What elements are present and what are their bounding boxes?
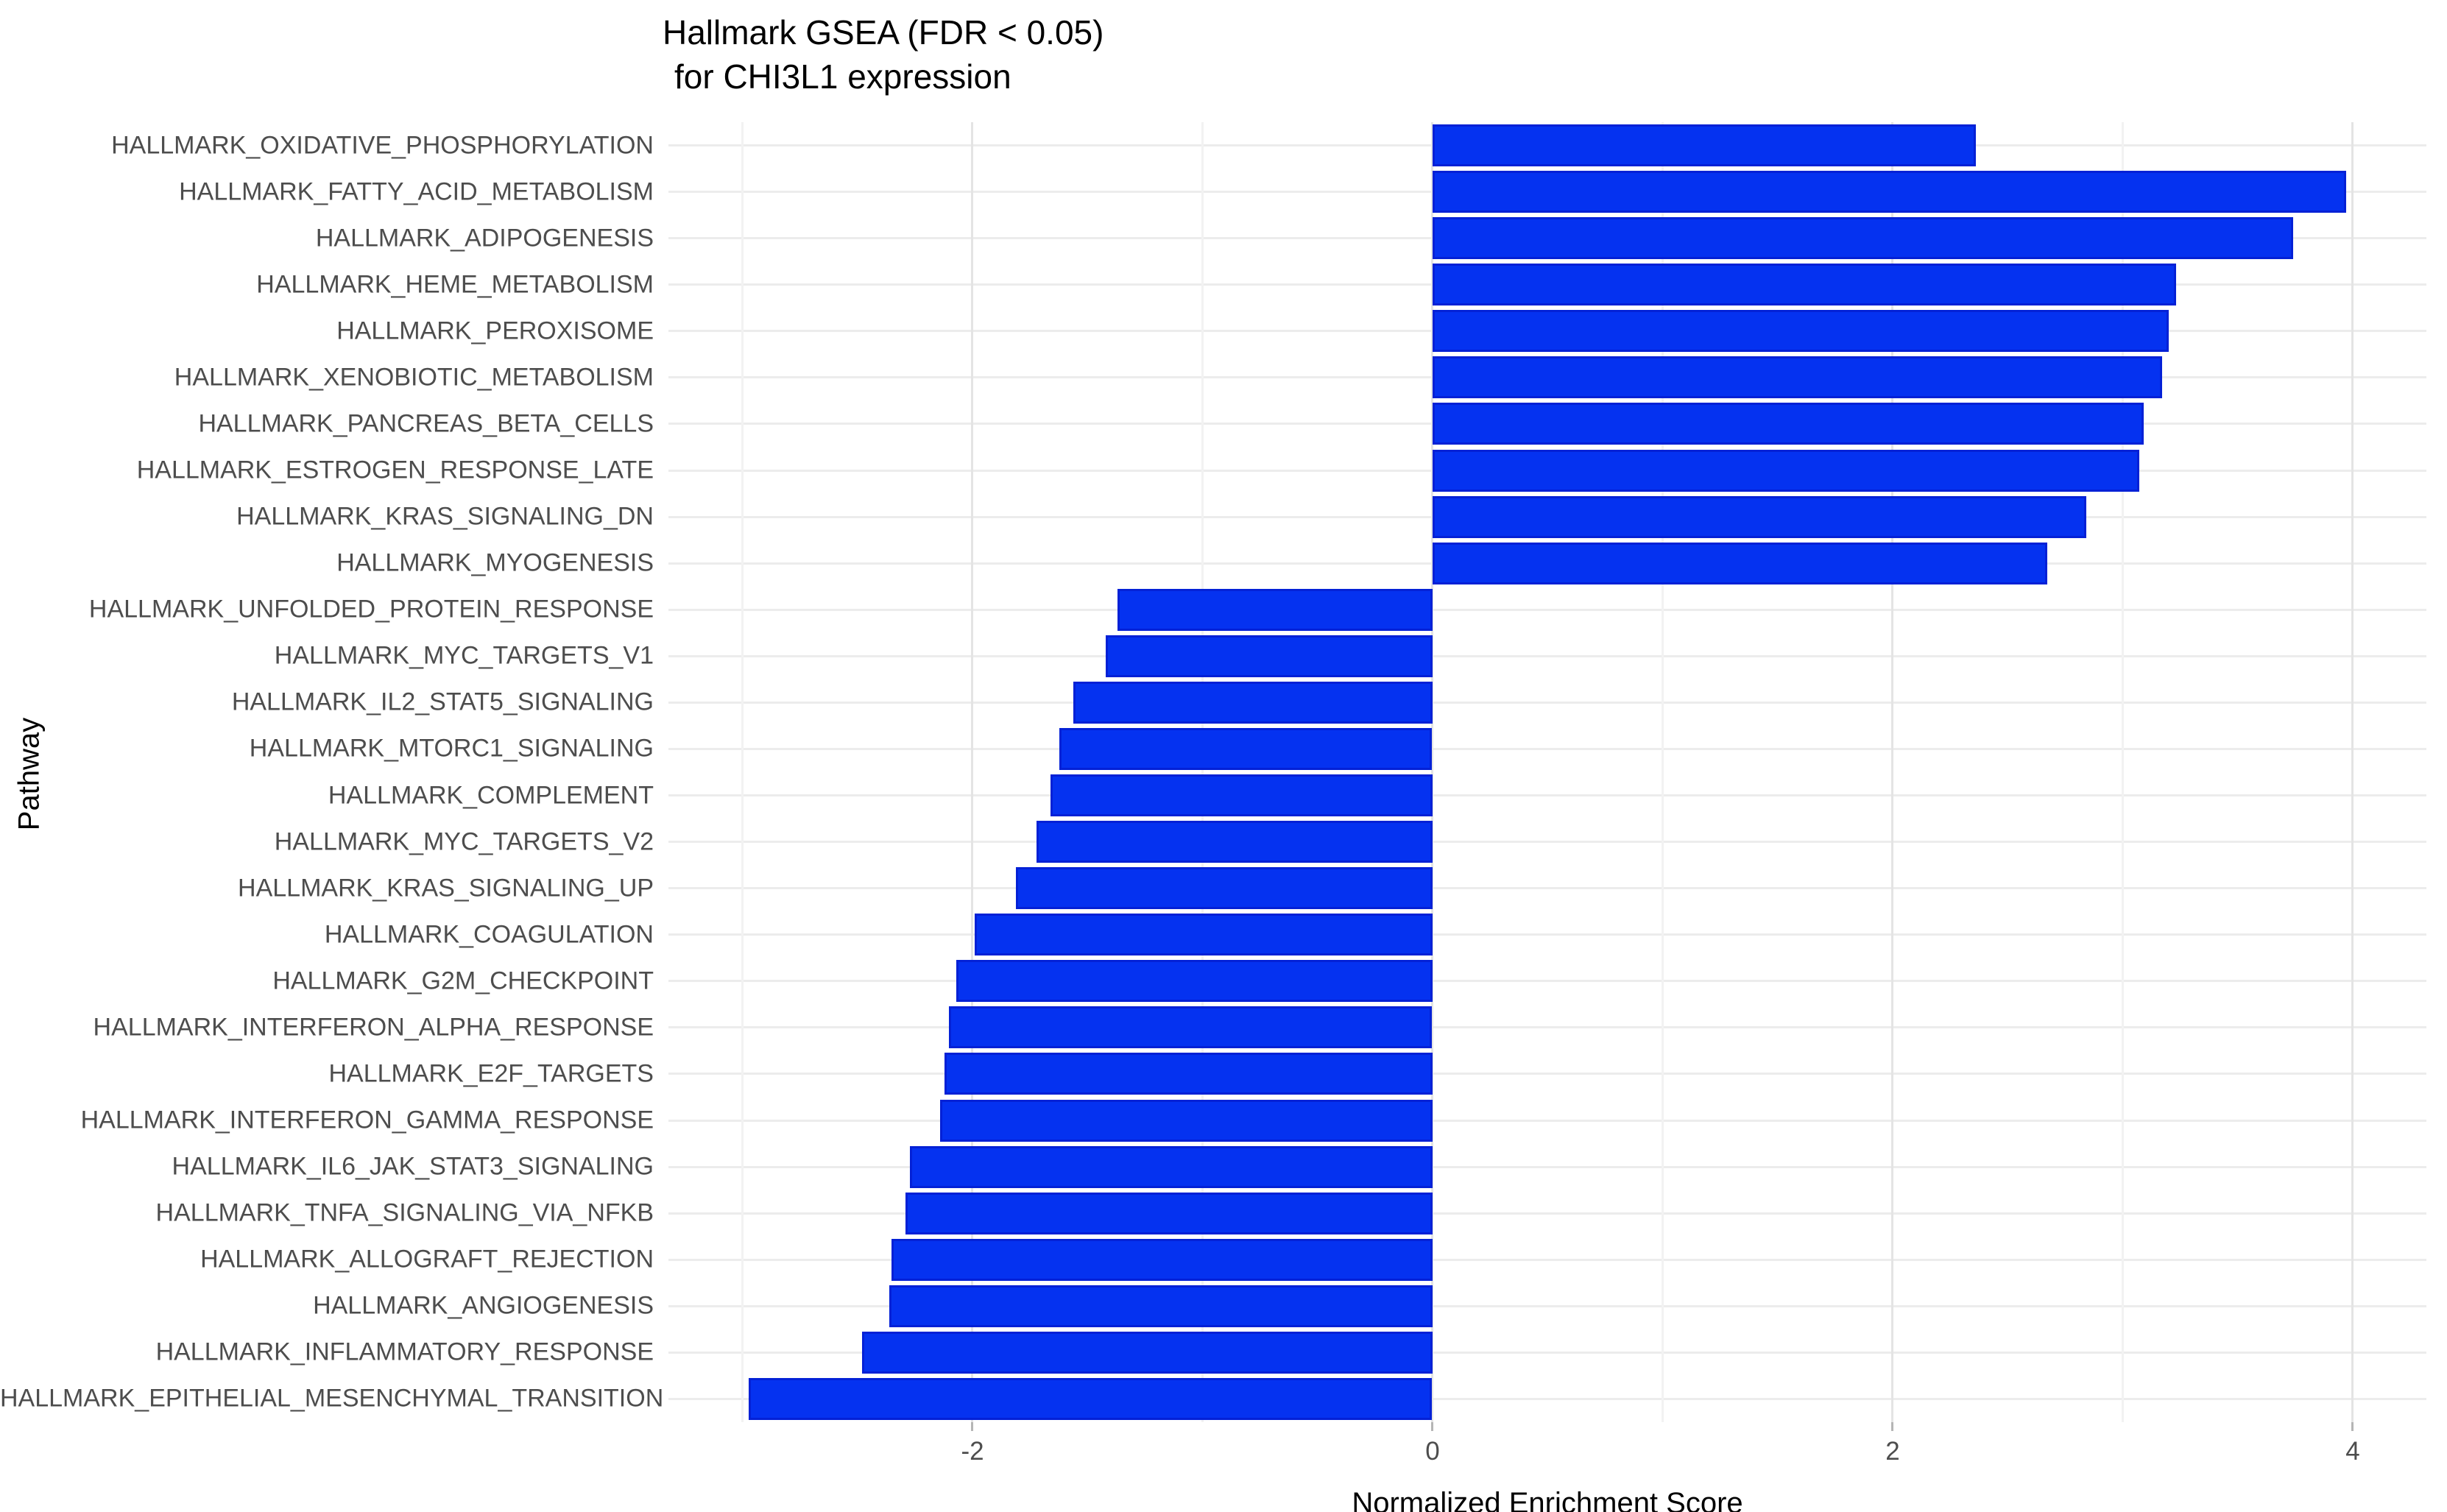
row-gridline — [668, 1212, 2426, 1215]
nes-bar — [905, 1193, 1433, 1234]
pathway-label: HALLMARK_ALLOGRAFT_REJECTION — [200, 1245, 654, 1273]
major-gridline — [971, 122, 973, 1422]
nes-bar — [940, 1100, 1433, 1142]
x-tick-mark — [1431, 1422, 1433, 1431]
x-tick-mark — [2351, 1422, 2354, 1431]
row-gridline — [668, 702, 2426, 704]
nes-bar — [1433, 496, 2086, 538]
nes-bar — [1037, 821, 1433, 863]
nes-bar — [1433, 403, 2144, 445]
pathway-label: HALLMARK_KRAS_SIGNALING_DN — [236, 502, 654, 531]
pathway-label: HALLMARK_INTERFERON_GAMMA_RESPONSE — [80, 1106, 654, 1134]
row-gridline — [668, 609, 2426, 611]
nes-bar — [1117, 589, 1433, 631]
pathway-label: HALLMARK_HEME_METABOLISM — [256, 270, 654, 299]
minor-gridline — [741, 122, 744, 1422]
nes-bar — [862, 1332, 1433, 1374]
chart-title: Hallmark GSEA (FDR < 0.05) for CHI3L1 ex… — [663, 10, 1104, 99]
pathway-label: HALLMARK_UNFOLDED_PROTEIN_RESPONSE — [88, 595, 654, 623]
nes-bar — [975, 914, 1433, 955]
pathway-label: HALLMARK_PEROXISOME — [336, 317, 654, 345]
row-gridline — [668, 980, 2426, 982]
pathway-label: HALLMARK_EPITHELIAL_MESENCHYMAL_TRANSITI… — [0, 1384, 664, 1413]
major-gridline — [2351, 122, 2354, 1422]
nes-bar — [1433, 450, 2139, 492]
nes-bar — [1433, 171, 2346, 213]
nes-bar — [1433, 217, 2293, 259]
row-gridline — [668, 1120, 2426, 1122]
chart-title-line2: for CHI3L1 expression — [674, 57, 1011, 96]
nes-bar — [910, 1146, 1433, 1188]
nes-bar — [1433, 124, 1976, 166]
row-gridline — [668, 933, 2426, 936]
row-gridline — [668, 1398, 2426, 1400]
pathway-label: HALLMARK_COAGULATION — [324, 920, 654, 949]
nes-bar — [1433, 264, 2176, 305]
pathway-label: HALLMARK_INFLAMMATORY_RESPONSE — [155, 1338, 654, 1366]
nes-bar — [1016, 867, 1433, 909]
row-gridline — [668, 1166, 2426, 1168]
nes-bar — [889, 1285, 1433, 1327]
major-gridline — [1431, 122, 1433, 1422]
pathway-label: HALLMARK_MYOGENESIS — [336, 548, 654, 577]
pathway-label: HALLMARK_MYC_TARGETS_V2 — [274, 827, 654, 856]
pathway-label: HALLMARK_ADIPOGENESIS — [315, 224, 654, 252]
nes-bar — [1106, 635, 1433, 677]
x-tick-label: -2 — [961, 1437, 984, 1466]
nes-bar — [891, 1239, 1433, 1281]
nes-bar — [1433, 356, 2162, 398]
pathway-label: HALLMARK_COMPLEMENT — [328, 781, 654, 810]
nes-bar — [949, 1006, 1432, 1048]
minor-gridline — [2122, 122, 2124, 1422]
row-gridline — [668, 841, 2426, 843]
row-gridline — [668, 748, 2426, 750]
pathway-label: HALLMARK_IL6_JAK_STAT3_SIGNALING — [172, 1152, 654, 1181]
nes-bar — [956, 960, 1433, 1002]
pathway-label: HALLMARK_MTORC1_SIGNALING — [249, 734, 654, 763]
pathway-label: HALLMARK_G2M_CHECKPOINT — [272, 967, 654, 995]
pathway-label: HALLMARK_KRAS_SIGNALING_UP — [238, 874, 654, 902]
minor-gridline — [1662, 122, 1664, 1422]
pathway-label: HALLMARK_ANGIOGENESIS — [313, 1291, 654, 1320]
pathway-label: HALLMARK_PANCREAS_BETA_CELLS — [198, 409, 654, 438]
nes-bar — [749, 1378, 1432, 1420]
nes-bar — [1051, 774, 1433, 816]
pathway-label: HALLMARK_E2F_TARGETS — [328, 1059, 654, 1088]
pathway-label: HALLMARK_INTERFERON_ALPHA_RESPONSE — [93, 1013, 654, 1042]
pathway-label: HALLMARK_FATTY_ACID_METABOLISM — [179, 177, 654, 206]
row-gridline — [668, 1259, 2426, 1261]
nes-bar — [944, 1053, 1433, 1095]
x-tick-label: 4 — [2345, 1437, 2360, 1466]
pathway-label: HALLMARK_XENOBIOTIC_METABOLISM — [174, 363, 654, 392]
nes-bar — [1433, 543, 2047, 584]
row-gridline — [668, 887, 2426, 889]
row-gridline — [668, 1073, 2426, 1075]
major-gridline — [1891, 122, 1893, 1422]
chart-title-line1: Hallmark GSEA (FDR < 0.05) — [663, 13, 1104, 52]
x-tick-mark — [971, 1422, 973, 1431]
row-gridline — [668, 794, 2426, 796]
row-gridline — [668, 655, 2426, 657]
plot-panel — [668, 122, 2426, 1422]
nes-bar — [1073, 682, 1433, 724]
row-gridline — [668, 1026, 2426, 1028]
x-tick-label: 0 — [1425, 1437, 1440, 1466]
pathway-label: HALLMARK_TNFA_SIGNALING_VIA_NFKB — [155, 1198, 654, 1227]
row-gridline — [668, 1305, 2426, 1307]
y-axis-title: Pathway — [13, 717, 46, 831]
nes-bar — [1059, 728, 1432, 770]
row-gridline — [668, 1352, 2426, 1354]
x-tick-label: 2 — [1885, 1437, 1900, 1466]
minor-gridline — [1201, 122, 1204, 1422]
pathway-label: HALLMARK_MYC_TARGETS_V1 — [274, 641, 654, 670]
x-axis-title: Normalized Enrichment Score — [1352, 1487, 1743, 1512]
pathway-label: HALLMARK_ESTROGEN_RESPONSE_LATE — [136, 456, 654, 484]
pathway-label: HALLMARK_IL2_STAT5_SIGNALING — [231, 688, 654, 716]
x-tick-mark — [1891, 1422, 1893, 1431]
nes-bar — [1433, 310, 2169, 352]
pathway-label: HALLMARK_OXIDATIVE_PHOSPHORYLATION — [111, 131, 654, 160]
